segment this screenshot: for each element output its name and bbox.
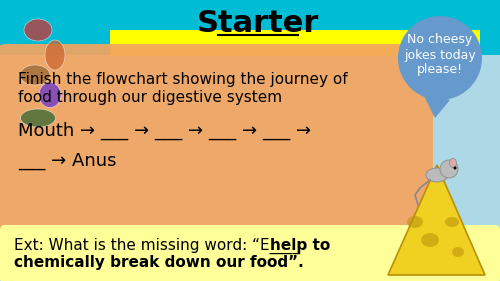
FancyBboxPatch shape xyxy=(0,44,433,235)
Ellipse shape xyxy=(20,109,56,127)
Polygon shape xyxy=(422,92,450,118)
FancyBboxPatch shape xyxy=(0,225,500,281)
Circle shape xyxy=(454,167,456,169)
Text: chemically break down our food”.: chemically break down our food”. xyxy=(14,255,304,270)
Circle shape xyxy=(398,16,482,100)
Ellipse shape xyxy=(39,83,61,108)
Text: Starter: Starter xyxy=(197,10,319,38)
Ellipse shape xyxy=(45,40,65,70)
Text: Ext: What is the missing word: “E____: Ext: What is the missing word: “E____ xyxy=(14,238,310,254)
Text: No cheesy
jokes today
please!: No cheesy jokes today please! xyxy=(404,33,476,76)
Ellipse shape xyxy=(426,168,448,182)
Text: ___ → Anus: ___ → Anus xyxy=(18,152,116,170)
Text: help to: help to xyxy=(270,238,330,253)
Text: food through our digestive system: food through our digestive system xyxy=(18,90,282,105)
Ellipse shape xyxy=(407,216,423,228)
Bar xyxy=(0,0,500,55)
Circle shape xyxy=(440,160,458,178)
Text: Mouth → ___ → ___ → ___ → ___ →: Mouth → ___ → ___ → ___ → ___ → xyxy=(18,122,311,140)
Bar xyxy=(110,30,480,56)
Ellipse shape xyxy=(450,158,456,167)
Ellipse shape xyxy=(445,217,459,227)
Ellipse shape xyxy=(24,19,52,41)
Ellipse shape xyxy=(452,247,464,257)
Polygon shape xyxy=(388,165,485,275)
Ellipse shape xyxy=(20,65,50,85)
Ellipse shape xyxy=(421,233,439,247)
Text: Finish the flowchart showing the journey of: Finish the flowchart showing the journey… xyxy=(18,72,347,87)
